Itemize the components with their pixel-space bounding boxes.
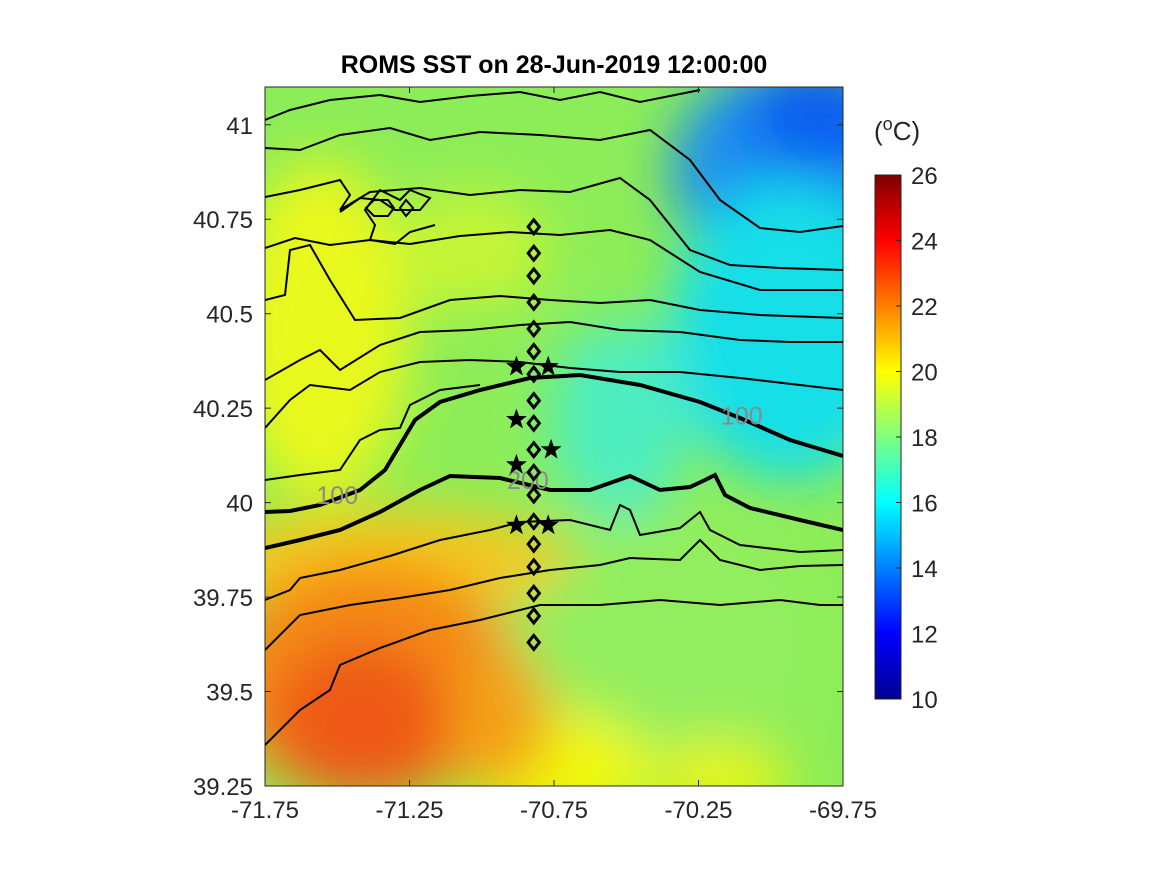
isobath-100 <box>265 372 843 514</box>
y-tick-label: 41 <box>226 113 253 140</box>
y-tick-label: 39.75 <box>193 585 253 612</box>
y-tick-label: 40 <box>226 491 253 518</box>
station-diamond <box>526 633 542 652</box>
station-diamonds <box>526 217 542 652</box>
y-tick-label: 39.5 <box>206 680 253 707</box>
station-diamond <box>526 606 542 626</box>
colorbar-tick-label: 24 <box>911 229 938 256</box>
contour-line <box>265 503 843 601</box>
x-axis: -71.75 -71.25 -70.75 -70.25 -69.75 <box>231 87 877 824</box>
station-diamond <box>526 534 542 554</box>
sst-heatmap <box>265 87 843 786</box>
star-marker <box>506 355 527 376</box>
y-tick-label: 40.5 <box>206 302 253 329</box>
star-marker <box>506 408 527 429</box>
contour-line <box>265 176 843 271</box>
colorbar-tick-label: 14 <box>911 556 938 583</box>
station-diamond <box>526 557 542 577</box>
contour-line <box>339 188 436 246</box>
colorbar-tick-label: 20 <box>911 360 938 387</box>
colorbar-tick-label: 26 <box>911 163 938 190</box>
star-marker <box>537 514 559 535</box>
star-markers <box>506 355 562 535</box>
contour-line <box>265 89 701 121</box>
x-tick-label: -71.25 <box>375 797 443 824</box>
isobath-200 <box>265 472 843 550</box>
y-axis: 39.25 39.5 39.75 40 40.25 40.5 40.75 41 <box>193 113 843 801</box>
station-diamond <box>526 512 542 531</box>
colorbar-label-open: ( <box>874 116 883 146</box>
station-diamond <box>526 440 542 460</box>
isobath-label: 100 <box>721 403 763 431</box>
station-diamond <box>526 364 542 384</box>
contour-line <box>398 198 415 218</box>
station-diamond <box>526 292 542 312</box>
colorbar-tick-label: 22 <box>911 294 938 321</box>
sst-contours <box>265 89 843 746</box>
star-marker <box>506 453 527 474</box>
x-tick-label: -71.75 <box>231 797 299 824</box>
station-diamond <box>526 266 542 286</box>
station-diamond <box>526 583 542 603</box>
contour-line <box>265 358 843 429</box>
star-marker <box>506 514 527 535</box>
x-tick-label: -69.75 <box>809 797 877 824</box>
colorbar-tick-label: 12 <box>911 622 938 649</box>
colorbar-label: (oC) <box>874 114 920 146</box>
colorbar-label-unit: C) <box>893 116 920 146</box>
x-tick-label: -70.75 <box>520 797 588 824</box>
star-marker <box>537 355 559 376</box>
contour-line <box>265 598 843 746</box>
colorbar-tick-label: 18 <box>911 425 938 452</box>
y-tick-label: 39.25 <box>193 774 253 801</box>
contour-line <box>265 243 843 322</box>
y-tick-label: 40.25 <box>193 396 253 423</box>
station-diamond <box>526 319 542 339</box>
station-diamond <box>526 462 542 482</box>
station-diamond <box>526 342 542 361</box>
x-tick-label: -70.25 <box>664 797 732 824</box>
colorbar-ticks: 10 12 14 16 18 20 22 24 26 <box>896 163 938 714</box>
isobaths <box>265 372 843 550</box>
station-diamond <box>526 217 542 237</box>
station-diamond <box>526 413 542 433</box>
chart-title: ROMS SST on 28-Jun-2019 12:00:00 <box>341 51 768 79</box>
y-tick-label: 40.75 <box>193 207 253 234</box>
station-diamond <box>526 243 542 263</box>
colorbar-label-degree: o <box>883 114 893 134</box>
contour-line <box>265 384 481 481</box>
colorbar-tick-label: 10 <box>911 687 938 714</box>
contour-line <box>265 320 843 381</box>
station-diamond <box>526 485 542 505</box>
colorbar-tick-label: 16 <box>911 491 938 518</box>
isobath-label: 100 <box>316 482 358 510</box>
station-diamond <box>526 391 542 411</box>
contour-line <box>364 199 396 217</box>
contour-line <box>265 228 843 291</box>
contour-line <box>265 538 843 651</box>
star-marker <box>540 438 562 459</box>
contour-line <box>265 126 843 234</box>
